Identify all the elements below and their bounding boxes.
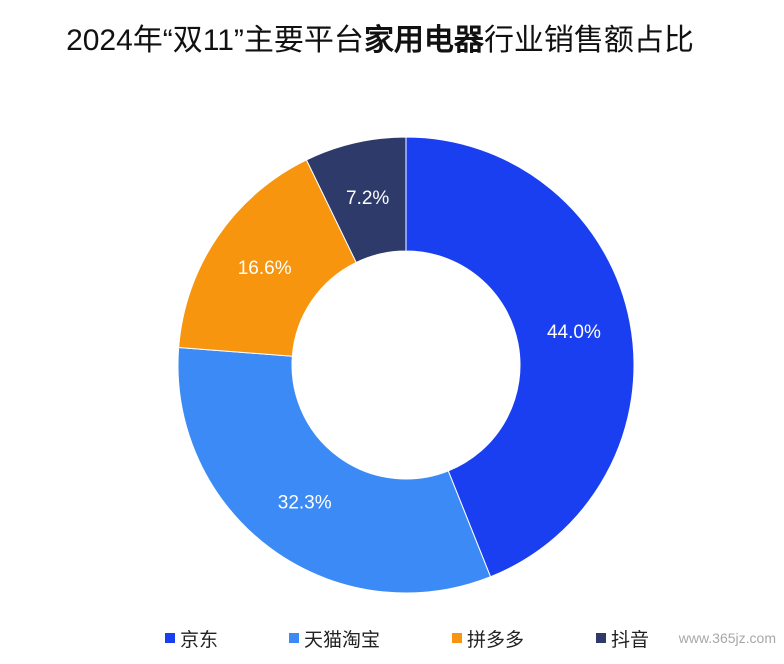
slice-labels: 44.0% 32.3% 16.6% 7.2% (238, 188, 601, 513)
watermark-text: www.365jz.com (678, 630, 776, 646)
legend-item-pinduoduo: 拼多多 (452, 626, 525, 651)
chart-title-part-1: 2024年“双11”主要平台 (66, 24, 364, 57)
legend-label-pinduoduo: 拼多多 (467, 629, 525, 651)
data-label-douyin: 7.2% (346, 188, 389, 209)
donut-slice-pinduoduo (178, 159, 357, 357)
legend-label-tmall-taobao: 天猫淘宝 (304, 629, 381, 651)
legend-label-jd: 京东 (180, 629, 219, 651)
donut-slice-tmall-taobao (177, 346, 492, 594)
chart-title-part-2: 行业销售额占比 (483, 24, 694, 57)
legend-item-douyin: 抖音 (596, 626, 650, 651)
legend-marker-jd (165, 633, 175, 643)
legend-marker-tmall-taobao (289, 633, 299, 643)
chart-title: 2024年“双11”主要平台家用电器行业销售额占比 (40, 22, 720, 60)
data-label-pinduoduo: 16.6% (238, 258, 292, 279)
legend-item-tmall-taobao: 天猫淘宝 (289, 626, 381, 651)
donut-slices (177, 136, 635, 594)
chart-title-emphasis: 家用电器 (363, 24, 484, 57)
legend-marker-pinduoduo (452, 633, 462, 643)
legend-item-jd: 京东 (165, 626, 219, 651)
donut-slice-jd (405, 136, 635, 578)
donut-slice-douyin (305, 136, 407, 264)
data-label-tmall-taobao: 32.3% (278, 492, 332, 513)
legend-label-douyin: 抖音 (611, 629, 650, 651)
data-label-jd: 44.0% (547, 322, 601, 343)
legend-marker-douyin (596, 633, 606, 643)
